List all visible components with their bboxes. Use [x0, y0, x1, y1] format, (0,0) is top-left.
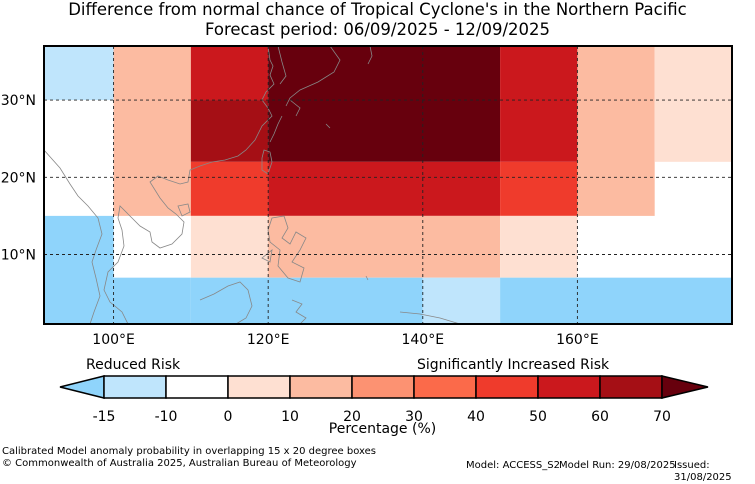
lon-tick-label: 160°E: [556, 332, 599, 348]
increased-risk-label: Significantly Increased Risk: [417, 357, 610, 373]
footer-model-run: Model Run: 29/08/2025: [559, 460, 676, 471]
coastline-palau: [365, 275, 369, 281]
map-figure: 100°E 120°E 140°E 160°E 10°N 20°N 30°N -15 -10 0…: [1, 45, 733, 425]
colorbar-swatch-7: [537, 375, 601, 399]
lon-tick-label: 140°E: [401, 332, 444, 348]
coastline-philippines: [261, 215, 307, 283]
reduced-risk-label: Reduced Risk: [86, 357, 181, 373]
axis-tick-labels: 100°E 120°E 140°E 160°E 10°N 20°N 30°N: [1, 93, 599, 348]
grid-cell-18: [500, 277, 732, 324]
colorbar: -15 -10 0 10 20 30 40 50 60 70: [59, 375, 709, 425]
colorbar-low-extend: [59, 375, 105, 399]
colorbar-tick-label: 60: [591, 409, 609, 425]
colorbar-swatch-6: [475, 375, 539, 399]
colorbar-tick-label: -15: [93, 409, 116, 425]
colorbar-tick-label: 0: [224, 409, 233, 425]
coastline-ryukyu: [269, 115, 331, 143]
forecast-period-subtitle: Forecast period: 06/09/2025 - 12/09/2025: [204, 20, 551, 39]
lon-tick-label: 120°E: [247, 332, 290, 348]
coastline-borneo: [199, 281, 253, 324]
grid-cell-5: [268, 46, 501, 162]
coastline-hainan: [177, 203, 191, 217]
coastline-new-guinea: [399, 311, 461, 324]
grid-cell-0: [44, 46, 114, 101]
footer-model: Model: ACCESS_S2: [466, 460, 560, 471]
colorbar-tick-label: 70: [653, 409, 671, 425]
grid-cell-3: [190, 100, 269, 162]
grid-cell-13: [500, 215, 578, 278]
colorbar-tick-label: 20: [343, 409, 361, 425]
probability-grid: [44, 46, 732, 324]
colorbar-swatch-4: [351, 375, 415, 399]
lat-tick-label: 30°N: [1, 93, 36, 109]
grid-cell-10: [654, 46, 732, 162]
colorbar-swatch-0: [103, 375, 167, 399]
colorbar-tick-label: 40: [467, 409, 485, 425]
graticule: [44, 46, 732, 324]
coastline-asia-west: [44, 149, 103, 324]
grid-cell-6: [268, 161, 501, 216]
footer-method-note: Calibrated Model anomaly probability in …: [2, 446, 377, 457]
colorbar-tick-label: -10: [155, 409, 178, 425]
grid-cell-9: [577, 46, 655, 216]
coastline-japan: [285, 46, 373, 117]
lat-tick-label: 20°N: [1, 170, 36, 186]
colorbar-swatch-2: [227, 375, 291, 399]
coastline-korea: [277, 46, 287, 85]
colorbar-swatch-8: [599, 375, 663, 399]
colorbar-tick-label: 10: [281, 409, 299, 425]
colorbar-tick-label: 50: [529, 409, 547, 425]
colorbar-swatch-3: [289, 375, 353, 399]
grid-cell-12: [268, 215, 501, 278]
colorbar-swatch-5: [413, 375, 477, 399]
grid-cell-7: [500, 46, 578, 162]
colorbar-axis-label: Percentage (%): [328, 421, 437, 437]
colorbar-high-extend: [661, 375, 709, 399]
footer-copyright: © Commonwealth of Australia 2025, Austra…: [2, 458, 357, 469]
grid-cell-4: [190, 161, 269, 216]
map-frame: [43, 45, 733, 325]
lon-tick-label: 100°E: [92, 332, 135, 348]
grid-cell-11: [190, 215, 269, 278]
coastline-sulawesi: [291, 299, 307, 324]
grid-cell-15: [113, 277, 191, 324]
grid-cell-8: [500, 161, 578, 216]
grid-cell-1: [113, 46, 191, 216]
colorbar-swatch-1: [165, 375, 229, 399]
grid-cell-2: [190, 46, 269, 101]
map-title: Difference from normal chance of Tropica…: [68, 0, 687, 19]
footer-issued: Issued: 31/08/2025: [674, 460, 732, 483]
colorbar-tick-label: 30: [405, 409, 423, 425]
grid-cell-17: [422, 277, 501, 324]
lat-tick-label: 10°N: [1, 248, 36, 264]
